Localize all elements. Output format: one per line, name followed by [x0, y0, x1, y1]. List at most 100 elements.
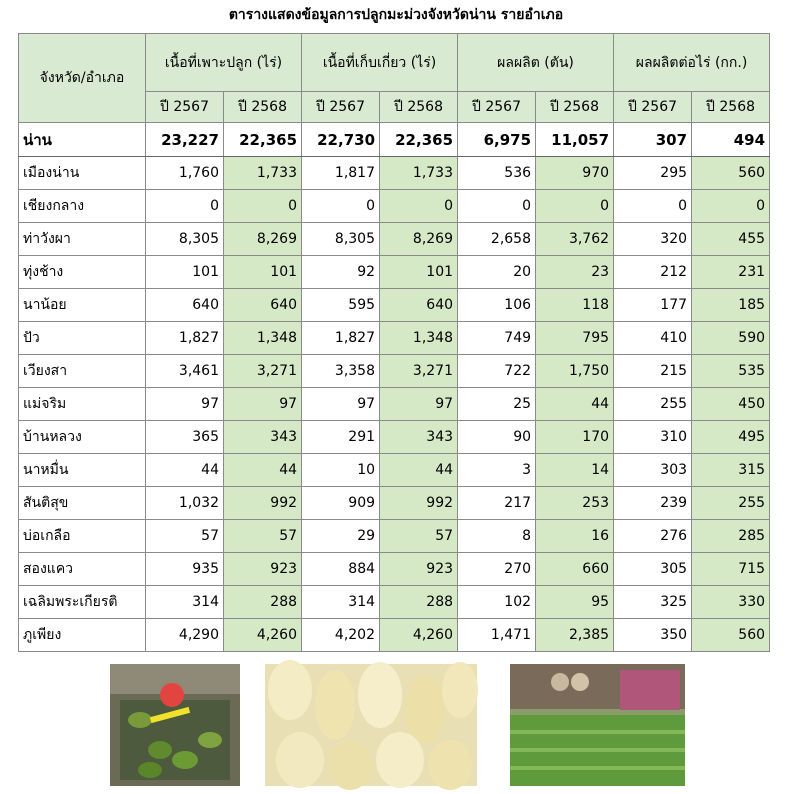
- photo-green-mango: [510, 664, 685, 786]
- value-cell: 295: [613, 156, 693, 190]
- group-header: เนื้อที่เพาะปลูก (ไร่): [144, 33, 303, 92]
- district-name: เฉลิมพระเกียรติ: [18, 585, 146, 619]
- district-name: บ้านหลวง: [18, 420, 146, 454]
- value-cell: 749: [457, 321, 537, 355]
- value-cell: 23: [535, 255, 615, 289]
- value-cell: 57: [145, 519, 224, 553]
- group-header: เนื้อที่เก็บเกี่ยว (ไร่): [301, 33, 459, 92]
- district-row: เวียงสา 3,461 3,271 3,358 3,271 722 1,750 215 53…: [18, 354, 771, 388]
- value-cell: 4,260: [222, 618, 303, 652]
- value-cell: 1,348: [379, 321, 459, 355]
- value-cell: 1,471: [457, 618, 537, 652]
- district-row: สองแคว 935 923 884 923 270 660 305 715: [18, 552, 771, 586]
- value-cell: 10: [301, 453, 381, 487]
- value-cell: 410: [613, 321, 693, 355]
- district-name: ทุ่งช้าง: [18, 255, 146, 289]
- value-cell: 57: [379, 519, 459, 553]
- district-row: เชียงกลาง 0 0 0 0 0 0 0 0: [18, 189, 771, 223]
- value-cell: 494: [691, 122, 771, 157]
- value-cell: 170: [535, 420, 615, 454]
- value-cell: 3,762: [535, 222, 615, 256]
- year-header: ปี 2567: [613, 91, 693, 123]
- table-header: จังหวัด/อำเภอ เนื้อที่เพาะปลูก (ไร่) เนื้อ…: [18, 33, 771, 123]
- value-cell: 3,271: [222, 354, 303, 388]
- value-cell: 310: [613, 420, 693, 454]
- district-row: นาน้อย 640 640 595 640 106 118 177 185: [18, 288, 771, 322]
- value-cell: 92: [301, 255, 381, 289]
- value-cell: 97: [301, 387, 381, 421]
- value-cell: 1,348: [222, 321, 303, 355]
- district-row: ท่าวังผา 8,305 8,269 8,305 8,269 2,658 3,762 32…: [18, 222, 771, 256]
- value-cell: 1,733: [222, 156, 303, 190]
- value-cell: 1,817: [301, 156, 381, 190]
- value-cell: 8,305: [301, 222, 381, 256]
- value-cell: 270: [457, 552, 537, 586]
- district-row: บ้านหลวง 365 343 291 343 90 170 310 495: [18, 420, 771, 454]
- value-cell: 14: [535, 453, 615, 487]
- total-row: น่าน 23,227 22,365 22,730 22,365 6,975 11,057 3…: [18, 122, 771, 157]
- value-cell: 303: [613, 453, 693, 487]
- value-cell: 288: [222, 585, 303, 619]
- year-header: ปี 2568: [691, 91, 771, 123]
- value-cell: 307: [613, 122, 693, 157]
- value-cell: 101: [222, 255, 303, 289]
- district-row: เฉลิมพระเกียรติ 314 288 314 288 102 95 325 330: [18, 585, 771, 619]
- row-label-header: จังหวัด/อำเภอ: [18, 33, 146, 123]
- year-header: ปี 2568: [222, 91, 303, 123]
- district-row: ภูเพียง 4,290 4,260 4,202 4,260 1,471 2,385 350…: [18, 618, 771, 652]
- value-cell: 330: [691, 585, 771, 619]
- value-cell: 970: [535, 156, 615, 190]
- value-cell: 3,358: [301, 354, 381, 388]
- value-cell: 8,305: [145, 222, 224, 256]
- value-cell: 239: [613, 486, 693, 520]
- value-cell: 101: [379, 255, 459, 289]
- value-cell: 315: [691, 453, 771, 487]
- district-row: เมืองน่าน 1,760 1,733 1,817 1,733 536 970 295 56…: [18, 156, 771, 190]
- value-cell: 660: [535, 552, 615, 586]
- value-cell: 1,827: [301, 321, 381, 355]
- value-cell: 231: [691, 255, 771, 289]
- district-row: ทุ่งช้าง 101 101 92 101 20 23 212 231: [18, 255, 771, 289]
- table-body: น่าน 23,227 22,365 22,730 22,365 6,975 11,057 3…: [18, 122, 771, 652]
- value-cell: 3,461: [145, 354, 224, 388]
- year-header: ปี 2567: [145, 91, 224, 123]
- value-cell: 560: [691, 618, 771, 652]
- value-cell: 291: [301, 420, 381, 454]
- value-cell: 722: [457, 354, 537, 388]
- value-cell: 106: [457, 288, 537, 322]
- value-cell: 20: [457, 255, 537, 289]
- year-header: ปี 2567: [301, 91, 381, 123]
- value-cell: 8,269: [222, 222, 303, 256]
- value-cell: 325: [613, 585, 693, 619]
- value-cell: 44: [222, 453, 303, 487]
- value-cell: 11,057: [535, 122, 615, 157]
- district-name: สันติสุข: [18, 486, 146, 520]
- value-cell: 22,365: [222, 122, 303, 157]
- value-cell: 217: [457, 486, 537, 520]
- group-header: ผลผลิต (ตัน): [457, 33, 615, 92]
- value-cell: 1,827: [145, 321, 224, 355]
- value-cell: 455: [691, 222, 771, 256]
- value-cell: 185: [691, 288, 771, 322]
- value-cell: 2,385: [535, 618, 615, 652]
- value-cell: 118: [535, 288, 615, 322]
- district-name: ภูเพียง: [18, 618, 146, 652]
- value-cell: 535: [691, 354, 771, 388]
- district-row: บ่อเกลือ 57 57 29 57 8 16 276 285: [18, 519, 771, 553]
- district-row: ปัว 1,827 1,348 1,827 1,348 749 795 410 590: [18, 321, 771, 355]
- value-cell: 25: [457, 387, 537, 421]
- value-cell: 1,733: [379, 156, 459, 190]
- value-cell: 3,271: [379, 354, 459, 388]
- value-cell: 276: [613, 519, 693, 553]
- value-cell: 314: [145, 585, 224, 619]
- district-row: สันติสุข 1,032 992 909 992 217 253 239 255: [18, 486, 771, 520]
- value-cell: 935: [145, 552, 224, 586]
- value-cell: 560: [691, 156, 771, 190]
- value-cell: 0: [535, 189, 615, 223]
- value-cell: 97: [222, 387, 303, 421]
- district-name: เมืองน่าน: [18, 156, 146, 190]
- value-cell: 22,365: [379, 122, 459, 157]
- value-cell: 90: [457, 420, 537, 454]
- value-cell: 101: [145, 255, 224, 289]
